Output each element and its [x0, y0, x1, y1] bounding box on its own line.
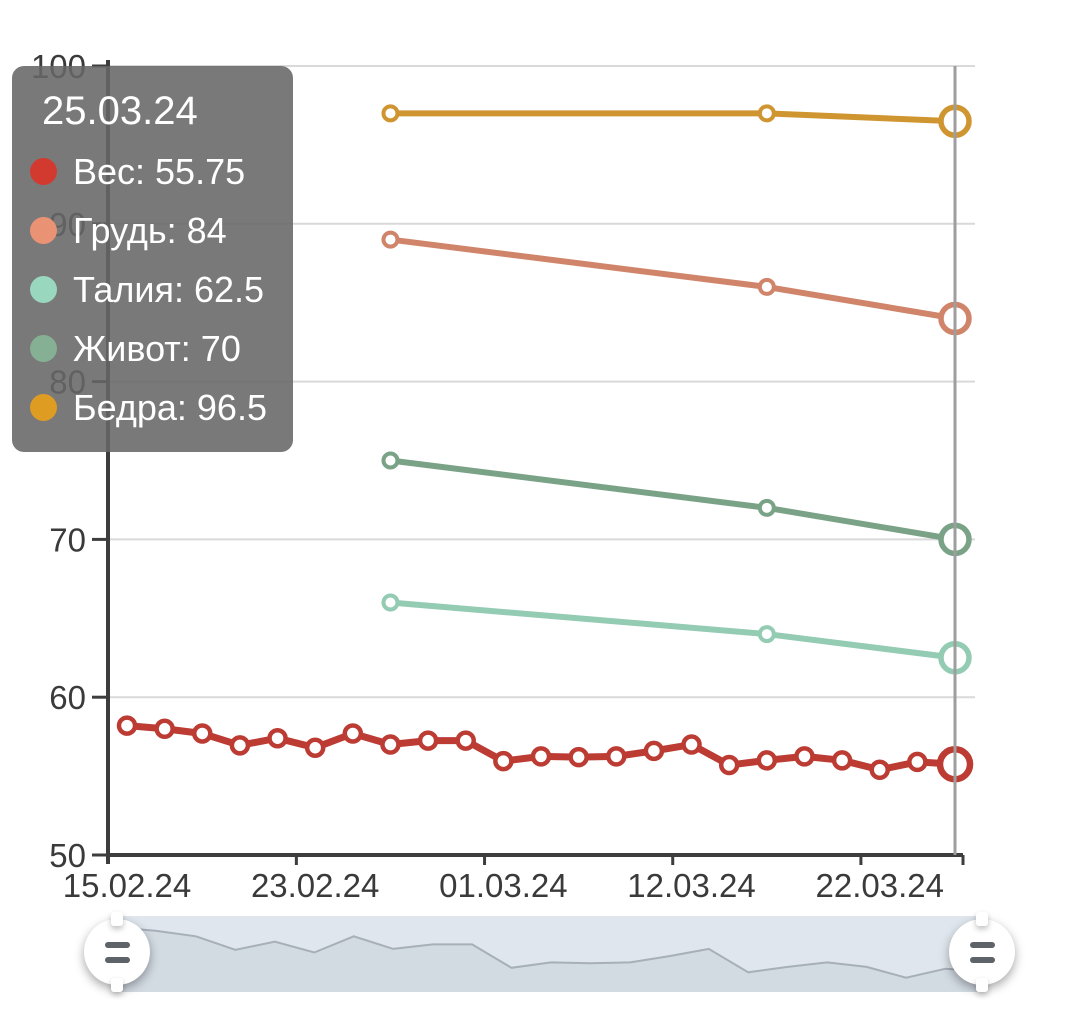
data-point[interactable]: [455, 730, 476, 751]
data-point[interactable]: [267, 727, 288, 749]
belly-series-dot-icon: [30, 335, 57, 362]
handle-notch: [976, 978, 988, 992]
tooltip-row-text: Вес: 55.75: [73, 150, 246, 192]
data-point[interactable]: [606, 746, 627, 767]
series-line: [387, 599, 958, 661]
handle-notch: [111, 978, 123, 992]
tooltip-row-weight: Вес: 55.75: [30, 142, 283, 201]
drag-handle-icon: [969, 941, 995, 948]
drag-handle-icon: [969, 956, 995, 963]
waist-series-dot-icon: [30, 276, 57, 303]
handle-notch: [976, 912, 988, 926]
series-line: [387, 457, 958, 543]
range-slider-left-handle[interactable]: [84, 912, 150, 992]
series-line: [387, 110, 958, 125]
data-point[interactable]: [154, 718, 175, 740]
data-point[interactable]: [907, 751, 928, 773]
data-point[interactable]: [757, 277, 776, 296]
data-point[interactable]: [342, 723, 364, 744]
data-point[interactable]: [718, 754, 740, 776]
y-axis-label: 60: [49, 679, 86, 716]
drag-handle-icon: [104, 956, 130, 963]
preview-line: [116, 926, 985, 979]
tooltip-date: 25.03.24: [42, 89, 198, 133]
series-line: [387, 236, 958, 322]
x-axis-label: 01.03.24: [439, 867, 567, 904]
data-point[interactable]: [380, 734, 401, 755]
range-slider-preview-chart: [116, 926, 985, 992]
chest-series-dot-icon: [30, 217, 57, 244]
data-point[interactable]: [229, 735, 251, 756]
data-point[interactable]: [493, 750, 514, 772]
tooltip-row-belly: Живот: 70: [30, 319, 283, 378]
data-point[interactable]: [192, 723, 213, 744]
data-point[interactable]: [381, 104, 400, 123]
x-axis-label: 12.03.24: [627, 867, 755, 904]
data-point[interactable]: [417, 730, 439, 751]
data-point[interactable]: [756, 750, 778, 771]
tooltip-row-text: Грудь: 84: [73, 209, 227, 251]
data-point[interactable]: [757, 104, 776, 123]
data-point[interactable]: [381, 451, 400, 470]
data-point[interactable]: [304, 737, 326, 758]
tooltip-row-text: Живот: 70: [73, 327, 241, 369]
weight-series-dot-icon: [30, 158, 57, 185]
x-axis-label: 23.02.24: [251, 867, 379, 904]
tooltip-row-hips: Бедра: 96.5: [30, 378, 283, 437]
range-slider[interactable]: [115, 916, 985, 992]
x-axis-label: 22.03.24: [815, 867, 943, 904]
data-point[interactable]: [831, 750, 853, 771]
tooltip-row-text: Талия: 62.5: [73, 268, 265, 310]
data-point[interactable]: [530, 746, 552, 767]
data-point[interactable]: [116, 715, 138, 736]
data-point[interactable]: [381, 230, 400, 249]
series-Бедра[interactable]: [381, 104, 972, 138]
data-point[interactable]: [381, 593, 400, 612]
series-Вес[interactable]: [116, 715, 974, 783]
hips-series-dot-icon: [30, 394, 57, 421]
series-Грудь[interactable]: [381, 230, 972, 336]
preview-area: [117, 927, 985, 992]
chart-tooltip: 25.03.24 Вес: 55.75 Грудь: 84 Талия: 62.…: [12, 66, 293, 452]
data-point[interactable]: [757, 625, 776, 644]
data-point[interactable]: [869, 759, 890, 781]
data-point[interactable]: [568, 746, 589, 768]
y-axis-label: 70: [49, 521, 86, 558]
tooltip-row-chest: Грудь: 84: [30, 201, 283, 260]
series-Талия[interactable]: [381, 593, 972, 675]
range-slider-right-handle[interactable]: [949, 912, 1015, 992]
data-point[interactable]: [794, 746, 815, 767]
x-axis-label: 15.02.24: [63, 867, 191, 904]
data-point[interactable]: [757, 498, 776, 517]
tooltip-row-text: Бедра: 96.5: [73, 386, 267, 428]
data-point[interactable]: [643, 740, 665, 762]
data-point[interactable]: [681, 734, 702, 755]
tooltip-row-waist: Талия: 62.5: [30, 260, 283, 319]
handle-notch: [111, 912, 123, 926]
drag-handle-icon: [104, 941, 130, 948]
y-axis-label: 50: [49, 837, 86, 874]
